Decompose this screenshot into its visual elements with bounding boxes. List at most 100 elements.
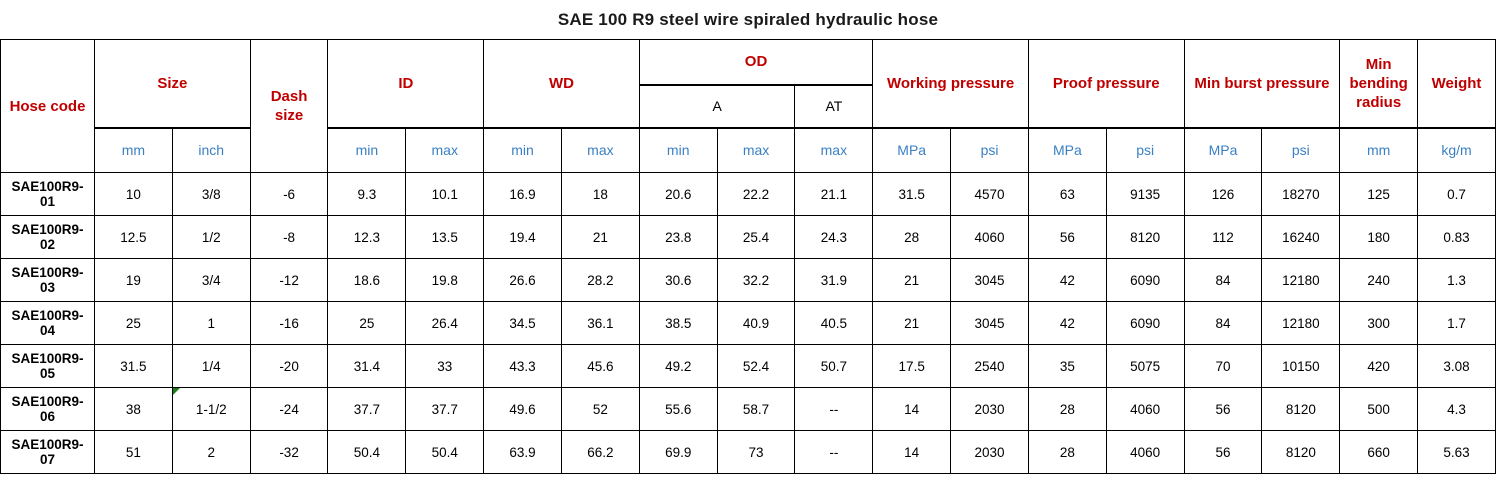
cell-proof-pressure-psi: 9135 bbox=[1105, 172, 1185, 216]
cell-burst-pressure-mpa: 70 bbox=[1183, 344, 1263, 388]
table-row: SAE100R9-04 25 1 -16 25 26.4 34.5 36.1 38.5 40.9 4… bbox=[0, 301, 1496, 345]
header-min-bending-radius: Min bending radius bbox=[1339, 39, 1419, 129]
cell-size-mm: 25 bbox=[94, 301, 173, 345]
cell-burst-pressure-psi: 8120 bbox=[1261, 430, 1341, 474]
cell-id-max: 50.4 bbox=[405, 430, 485, 474]
cell-id-min: 18.6 bbox=[327, 258, 407, 302]
cell-id-max: 26.4 bbox=[405, 301, 485, 345]
cell-od-a-min: 38.5 bbox=[638, 301, 718, 345]
cell-hose-code: SAE100R9-03 bbox=[0, 258, 95, 302]
cell-working-pressure-psi: 2030 bbox=[950, 387, 1029, 431]
cell-hose-code: SAE100R9-06 bbox=[0, 387, 95, 431]
cell-working-pressure-psi: 4060 bbox=[950, 215, 1029, 259]
cell-od-a-min: 69.9 bbox=[638, 430, 718, 474]
cell-id-min: 37.7 bbox=[327, 387, 407, 431]
cell-size-mm: 12.5 bbox=[94, 215, 173, 259]
cell-proof-pressure-psi: 6090 bbox=[1105, 301, 1185, 345]
cell-bending-radius-mm: 420 bbox=[1339, 344, 1419, 388]
cell-od-a-max: 32.2 bbox=[716, 258, 796, 302]
cell-size-inch: 3/4 bbox=[171, 258, 251, 302]
cell-size-mm: 38 bbox=[94, 387, 173, 431]
cell-proof-pressure-psi: 6090 bbox=[1105, 258, 1185, 302]
cell-od-at-max: -- bbox=[794, 430, 874, 474]
cell-dash-size: -32 bbox=[249, 430, 329, 474]
cell-wd-max: 18 bbox=[560, 172, 640, 216]
cell-working-pressure-psi: 3045 bbox=[950, 301, 1029, 345]
cell-bending-radius-mm: 300 bbox=[1339, 301, 1419, 345]
table-row: SAE100R9-01 10 3/8 -6 9.3 10.1 16.9 18 20.6 22.2 2… bbox=[0, 172, 1496, 216]
cell-od-at-max: 21.1 bbox=[794, 172, 874, 216]
cell-od-a-max: 52.4 bbox=[716, 344, 796, 388]
header-od: OD bbox=[638, 39, 874, 86]
unit-od-a-min: min bbox=[638, 127, 718, 173]
cell-id-min: 25 bbox=[327, 301, 407, 345]
unit-id-max: max bbox=[405, 127, 485, 173]
cell-dash-size: -20 bbox=[249, 344, 329, 388]
unit-size-mm: mm bbox=[94, 127, 173, 173]
cell-proof-pressure-mpa: 42 bbox=[1027, 301, 1107, 345]
cell-hose-code: SAE100R9-01 bbox=[0, 172, 95, 216]
cell-burst-pressure-mpa: 112 bbox=[1183, 215, 1263, 259]
page-title: SAE 100 R9 steel wire spiraled hydraulic… bbox=[557, 10, 939, 29]
header-wd: WD bbox=[483, 39, 640, 129]
cell-wd-max: 66.2 bbox=[560, 430, 640, 474]
cell-burst-pressure-psi: 16240 bbox=[1261, 215, 1341, 259]
cell-weight-kgm: 0.7 bbox=[1417, 172, 1496, 216]
cell-working-pressure-mpa: 17.5 bbox=[872, 344, 952, 388]
cell-proof-pressure-mpa: 28 bbox=[1027, 430, 1107, 474]
cell-size-mm: 31.5 bbox=[94, 344, 173, 388]
cell-working-pressure-mpa: 14 bbox=[872, 387, 952, 431]
cell-wd-max: 45.6 bbox=[560, 344, 640, 388]
cell-burst-pressure-psi: 12180 bbox=[1261, 301, 1341, 345]
cell-dash-size: -8 bbox=[249, 215, 329, 259]
cell-od-a-min: 55.6 bbox=[638, 387, 718, 431]
unit-id-min: min bbox=[327, 127, 407, 173]
header-id: ID bbox=[327, 39, 485, 129]
cell-burst-pressure-mpa: 56 bbox=[1183, 430, 1263, 474]
cell-burst-pressure-psi: 10150 bbox=[1261, 344, 1341, 388]
cell-working-pressure-mpa: 28 bbox=[872, 215, 952, 259]
cell-od-a-max: 73 bbox=[716, 430, 796, 474]
cell-od-a-min: 30.6 bbox=[638, 258, 718, 302]
cell-od-a-min: 49.2 bbox=[638, 344, 718, 388]
cell-proof-pressure-mpa: 42 bbox=[1027, 258, 1107, 302]
unit-pp-mpa: MPa bbox=[1027, 127, 1107, 173]
cell-bending-radius-mm: 180 bbox=[1339, 215, 1419, 259]
cell-burst-pressure-psi: 12180 bbox=[1261, 258, 1341, 302]
unit-size-inch: inch bbox=[171, 127, 251, 173]
cell-od-a-max: 40.9 bbox=[716, 301, 796, 345]
table-row: SAE100R9-07 51 2 -32 50.4 50.4 63.9 66.2 69.9 73-… bbox=[0, 430, 1496, 474]
cell-od-at-max: 31.9 bbox=[794, 258, 874, 302]
cell-wd-max: 28.2 bbox=[560, 258, 640, 302]
cell-weight-kgm: 5.63 bbox=[1417, 430, 1496, 474]
cell-wd-max: 21 bbox=[560, 215, 640, 259]
cell-size-mm: 51 bbox=[94, 430, 173, 474]
cell-wd-max: 36.1 bbox=[560, 301, 640, 345]
table-row: SAE100R9-03 19 3/4 -12 18.6 19.8 26.6 28.2 30.6 3… bbox=[0, 258, 1496, 302]
cell-burst-pressure-psi: 18270 bbox=[1261, 172, 1341, 216]
cell-burst-pressure-mpa: 84 bbox=[1183, 301, 1263, 345]
cell-size-inch: 2 bbox=[171, 430, 251, 474]
cell-proof-pressure-mpa: 56 bbox=[1027, 215, 1107, 259]
cell-od-at-max: 40.5 bbox=[794, 301, 874, 345]
unit-wd-min: min bbox=[483, 127, 562, 173]
green-flag-triangle-icon bbox=[173, 388, 180, 395]
cell-proof-pressure-psi: 8120 bbox=[1105, 215, 1185, 259]
header-od-a: A bbox=[638, 84, 796, 129]
unit-wd-max: max bbox=[560, 127, 640, 173]
unit-pp-psi: psi bbox=[1105, 127, 1185, 173]
cell-od-a-min: 23.8 bbox=[638, 215, 718, 259]
cell-proof-pressure-mpa: 35 bbox=[1027, 344, 1107, 388]
cell-weight-kgm: 1.7 bbox=[1417, 301, 1496, 345]
unit-bp-psi: psi bbox=[1261, 127, 1341, 173]
cell-wd-min: 19.4 bbox=[483, 215, 562, 259]
cell-wd-min: 34.5 bbox=[483, 301, 562, 345]
cell-od-at-max: 50.7 bbox=[794, 344, 874, 388]
unit-bp-mpa: MPa bbox=[1183, 127, 1263, 173]
cell-proof-pressure-mpa: 28 bbox=[1027, 387, 1107, 431]
cell-od-at-max: 24.3 bbox=[794, 215, 874, 259]
header-dash-size: Dash size bbox=[249, 39, 329, 173]
cell-od-a-max: 22.2 bbox=[716, 172, 796, 216]
cell-working-pressure-mpa: 14 bbox=[872, 430, 952, 474]
table-row: SAE100R9-05 31.5 1/4 -20 31.4 33 43.3 45.6 49.2 5… bbox=[0, 344, 1496, 388]
